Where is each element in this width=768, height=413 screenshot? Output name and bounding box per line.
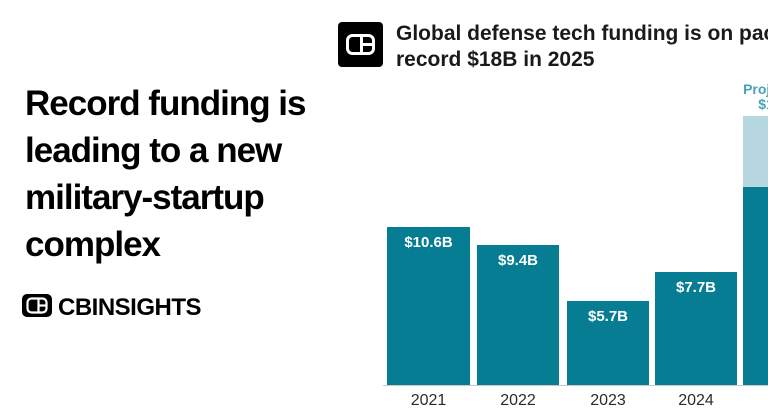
x-tick-2021: 2021 (410, 392, 447, 409)
x-tick-2023: 2023 (590, 392, 626, 409)
cbinsights-square-logo-icon (338, 22, 383, 72)
brand-row: CBINSIGHTS (22, 294, 202, 322)
projected-label: Projected (743, 81, 768, 97)
projected-value: $18B (758, 95, 768, 112)
bar-2023: $5.7B (567, 301, 649, 385)
x-axis-line (383, 385, 768, 386)
cbinsights-logo-icon (22, 294, 52, 322)
left-headline-panel: Record funding is leading to a new milit… (0, 0, 338, 413)
headline-line-4: complex (25, 225, 161, 264)
headline: Record funding is leading to a new milit… (25, 80, 306, 268)
chart-title-line-2: record $18B in 2025 (396, 48, 595, 71)
bar-2021: $10.6B (387, 227, 470, 385)
brand-wordmark: CBINSIGHTS (58, 294, 202, 321)
chart-title: Global defense tech funding is on pace t… (396, 21, 768, 73)
headline-line-3: military-startup (25, 178, 265, 217)
x-tick-2024: 2024 (678, 392, 714, 409)
x-tick-2022: 2022 (500, 392, 536, 409)
headline-line-1: Record funding is (25, 84, 306, 123)
bar-2022-value: $9.4B (497, 252, 539, 269)
bar-2022: $9.4B (477, 245, 559, 385)
bar-2021-value: $10.6B (404, 234, 453, 251)
bar-2025-projected-segment (743, 116, 768, 187)
projected-annotation: Projected $18B (695, 82, 768, 111)
headline-line-2: leading to a new (25, 131, 282, 170)
bar-2024: $7.7B (655, 272, 737, 385)
bar-2025-funded-segment (743, 187, 768, 385)
bar-2024-value: $7.7B (675, 279, 717, 296)
x-tick-2025: 2025 (743, 392, 768, 410)
chart-title-line-1: Global defense tech funding is on pace t… (396, 22, 768, 45)
bar-2023-value: $5.7B (587, 308, 629, 325)
chart-panel: Global defense tech funding is on pace t… (338, 0, 768, 413)
